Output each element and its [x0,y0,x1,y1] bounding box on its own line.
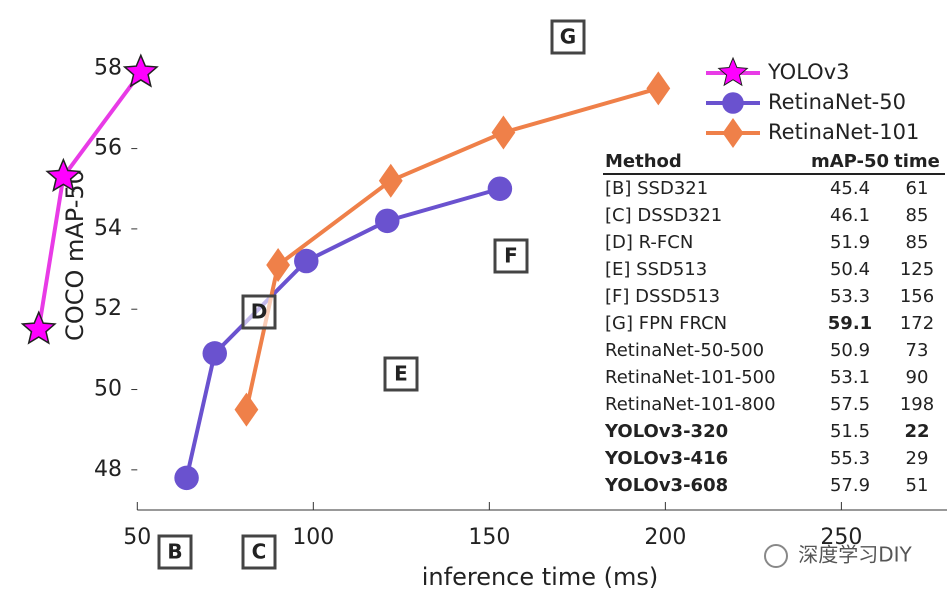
table-cell: [G] FPN FRCN [605,313,727,334]
series-line [36,71,143,330]
table-cell: 57.9 [830,475,870,496]
annotation: D [251,300,268,324]
x-tick-label: 200 [644,525,686,550]
annotation-box [157,534,193,570]
data-point [646,71,671,106]
annotation-box [550,19,586,55]
legend-label: RetinaNet-101 [768,120,919,144]
annotation-box [383,356,419,392]
table-cell: [C] DSSD321 [605,205,722,226]
annotation: F [504,244,518,268]
table-cell: 57.5 [830,394,870,415]
table-header: time [894,151,940,172]
y-tick-label: 48 [94,457,122,482]
annotation: G [560,25,576,49]
table-cell: 50.4 [830,259,870,280]
y-axis-label: COCO mAP-50 [61,169,89,341]
table-cell: 22 [904,421,929,442]
y-tick-label: 52 [94,296,122,321]
table-cell: RetinaNet-101-800 [605,394,776,415]
table-cell: 85 [906,205,929,226]
y-tick-label: 54 [94,216,122,241]
annotation-box [241,534,277,570]
table-cell: 50.9 [830,340,870,361]
watermark: 深度学习DIY [798,543,912,567]
y-tick-label: 56 [94,136,122,161]
x-tick-label: 150 [468,525,510,550]
table-cell: [B] SSD321 [605,178,708,199]
table-cell: 45.4 [830,178,870,199]
table-cell: 172 [900,313,934,334]
data-point [266,248,291,283]
table-cell: 51.9 [830,232,870,253]
table-cell: 29 [906,448,929,469]
table-cell: 90 [906,367,929,388]
data-point [375,208,400,234]
annotation-box [241,294,277,330]
series-line [184,186,501,479]
data-point [20,310,57,345]
annotation: E [394,362,408,386]
data-point [491,115,516,150]
table-cell: 53.3 [830,286,870,307]
table-cell: 61 [906,178,929,199]
table-cell: 51 [906,475,929,496]
table-cell: [F] DSSD513 [605,286,720,307]
x-tick-label: 250 [820,525,862,550]
data-point [202,341,227,366]
x-tick-label: 100 [292,525,334,550]
data-point [487,176,513,201]
data-point [378,163,403,198]
table-cell: 51.5 [830,421,870,442]
watermark-icon [764,544,788,568]
table-cell: [D] R-FCN [605,232,693,253]
table-cell: RetinaNet-101-500 [605,367,776,388]
table-cell: 55.3 [830,448,870,469]
table-cell: 125 [900,259,934,280]
table-cell: 53.1 [830,367,870,388]
legend-label: RetinaNet-50 [768,90,906,114]
table-cell: 73 [906,340,929,361]
table-cell: [E] SSD513 [605,259,707,280]
y-tick-label: 58 [94,55,122,80]
table-cell: 46.1 [830,205,870,226]
legend-marker [722,118,744,148]
table-cell: 198 [900,394,934,415]
table-cell: YOLOv3-320 [604,421,728,442]
legend-marker [722,92,744,114]
data-point [45,157,82,193]
table-cell: RetinaNet-50-500 [605,340,764,361]
x-axis-label: inference time (ms) [422,563,658,591]
data-point [174,465,199,491]
x-tick-label: 50 [123,525,151,550]
legend-marker [717,56,749,87]
annotation: C [252,540,267,564]
table-cell: 59.1 [828,313,872,334]
table-cell: YOLOv3-608 [604,475,728,496]
table-cell: 85 [906,232,929,253]
table-header: Method [605,151,682,172]
table-header: mAP-50 [811,151,889,172]
table-cell: 156 [900,286,934,307]
annotation: B [167,540,182,564]
legend-label: YOLOv3 [767,60,849,84]
table-cell: YOLOv3-416 [604,448,728,469]
data-point [122,53,159,88]
data-point [234,392,259,427]
y-tick-label: 50 [94,377,122,402]
annotation-box [493,238,529,274]
data-point [294,248,319,274]
